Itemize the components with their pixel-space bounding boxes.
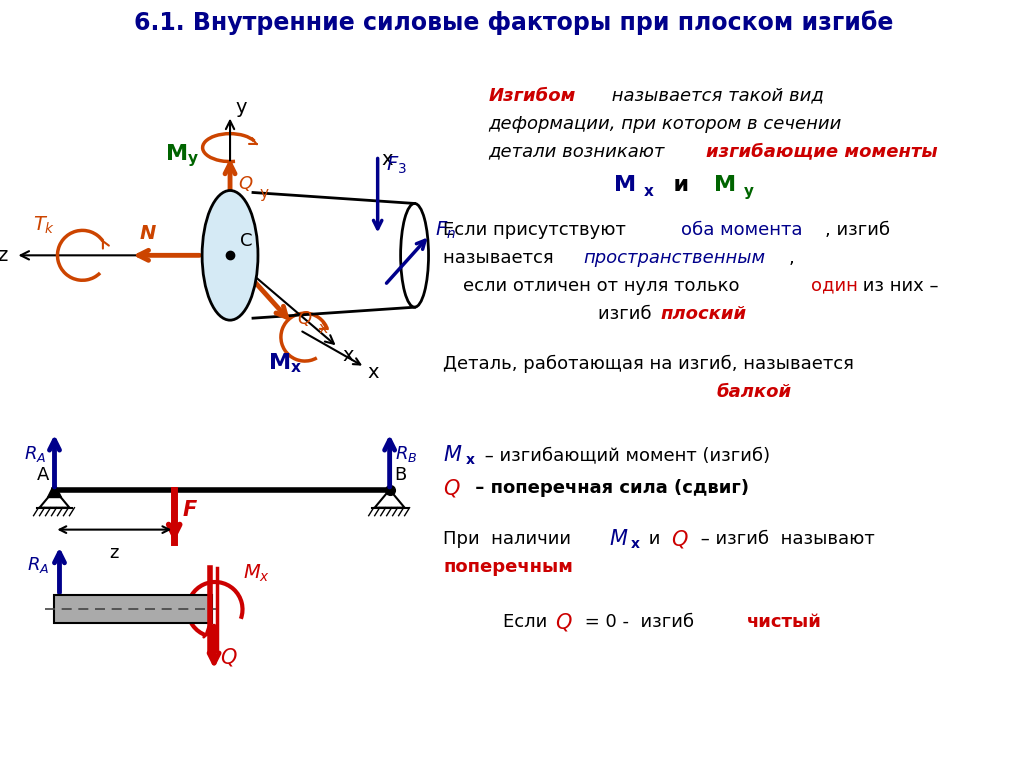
Text: x: x xyxy=(644,184,654,199)
Text: $M_x$: $M_x$ xyxy=(243,563,270,584)
Text: z: z xyxy=(110,544,119,561)
Text: $T_k$: $T_k$ xyxy=(33,215,55,236)
Text: изгиб: изгиб xyxy=(598,304,657,323)
Text: $\mathit{Q}$: $\mathit{Q}$ xyxy=(555,611,572,634)
Text: x: x xyxy=(368,363,379,381)
Bar xyxy=(54,595,212,624)
Text: и: и xyxy=(658,175,705,195)
Text: и: и xyxy=(643,529,666,548)
Text: оба момента: оба момента xyxy=(681,221,803,239)
Text: $\mathbf{M_y}$: $\mathbf{M_y}$ xyxy=(165,142,200,169)
Text: изгибающие моменты: изгибающие моменты xyxy=(706,143,937,160)
Text: , изгиб: , изгиб xyxy=(824,221,890,239)
Text: $F_n$: $F_n$ xyxy=(434,219,456,241)
Ellipse shape xyxy=(202,190,258,320)
Text: Изгибом: Изгибом xyxy=(488,87,575,105)
Text: = 0 -  изгиб: = 0 - изгиб xyxy=(580,614,700,631)
Text: ,: , xyxy=(788,249,795,267)
Text: $Q$: $Q$ xyxy=(220,647,238,668)
Text: $\mathit{Q}$: $\mathit{Q}$ xyxy=(671,528,688,550)
Text: x: x xyxy=(318,321,328,336)
Text: – поперечная сила (сдвиг): – поперечная сила (сдвиг) xyxy=(469,479,750,497)
Text: $\mathbf{M_x}$: $\mathbf{M_x}$ xyxy=(268,351,302,375)
Text: чистый: чистый xyxy=(746,614,821,631)
Text: Если присутствуют: Если присутствуют xyxy=(443,221,632,239)
Text: C: C xyxy=(240,232,253,250)
Text: A: A xyxy=(37,466,49,484)
Text: 6.1. Внутренние силовые факторы при плоском изгибе: 6.1. Внутренние силовые факторы при плос… xyxy=(133,11,893,35)
Text: один: один xyxy=(811,277,857,295)
Text: из них –: из них – xyxy=(857,277,939,295)
Text: $Q$: $Q$ xyxy=(238,174,254,193)
Text: $\mathbf{M}$: $\mathbf{M}$ xyxy=(713,175,735,195)
Text: x: x xyxy=(631,537,640,551)
Text: детали возникают: детали возникают xyxy=(488,143,671,160)
Text: – изгиб  называют: – изгиб называют xyxy=(695,529,874,548)
Text: При  наличии: При наличии xyxy=(443,529,578,548)
Text: х: х xyxy=(466,453,474,467)
Text: поперечным: поперечным xyxy=(443,558,573,575)
Text: y: y xyxy=(743,184,754,199)
Text: называется такой вид: называется такой вид xyxy=(606,87,824,105)
Text: $Q$: $Q$ xyxy=(297,308,312,328)
Text: $R_B$: $R_B$ xyxy=(394,444,417,464)
Text: z: z xyxy=(0,246,8,265)
Text: B: B xyxy=(394,466,407,484)
Text: пространственным: пространственным xyxy=(583,249,765,267)
Text: y: y xyxy=(260,186,269,201)
Text: F: F xyxy=(182,499,197,520)
Text: деформации, при котором в сечении: деформации, при котором в сечении xyxy=(488,115,842,133)
Text: $R_A$: $R_A$ xyxy=(28,555,49,574)
Text: – изгибающий момент (изгиб): – изгибающий момент (изгиб) xyxy=(479,446,770,464)
Text: N: N xyxy=(140,225,157,243)
Text: называется: называется xyxy=(443,249,560,267)
Text: балкой: балкой xyxy=(717,383,792,401)
Text: y: y xyxy=(236,98,247,117)
Text: Деталь, работающая на изгиб, называется: Деталь, работающая на изгиб, называется xyxy=(443,354,854,373)
Text: $R_A$: $R_A$ xyxy=(25,444,46,464)
Text: если отличен от нуля только: если отличен от нуля только xyxy=(464,277,745,295)
Text: $\mathit{M}$: $\mathit{M}$ xyxy=(443,445,463,465)
Text: плоский: плоский xyxy=(660,304,748,323)
Text: $\mathit{M}$: $\mathit{M}$ xyxy=(609,528,629,548)
Text: x: x xyxy=(343,346,354,364)
Text: Если: Если xyxy=(504,614,553,631)
Text: $\mathbf{M}$: $\mathbf{M}$ xyxy=(613,175,635,195)
Text: x: x xyxy=(382,150,393,169)
Text: $\mathit{Q}$: $\mathit{Q}$ xyxy=(443,477,461,499)
Text: $F_3$: $F_3$ xyxy=(386,155,407,176)
